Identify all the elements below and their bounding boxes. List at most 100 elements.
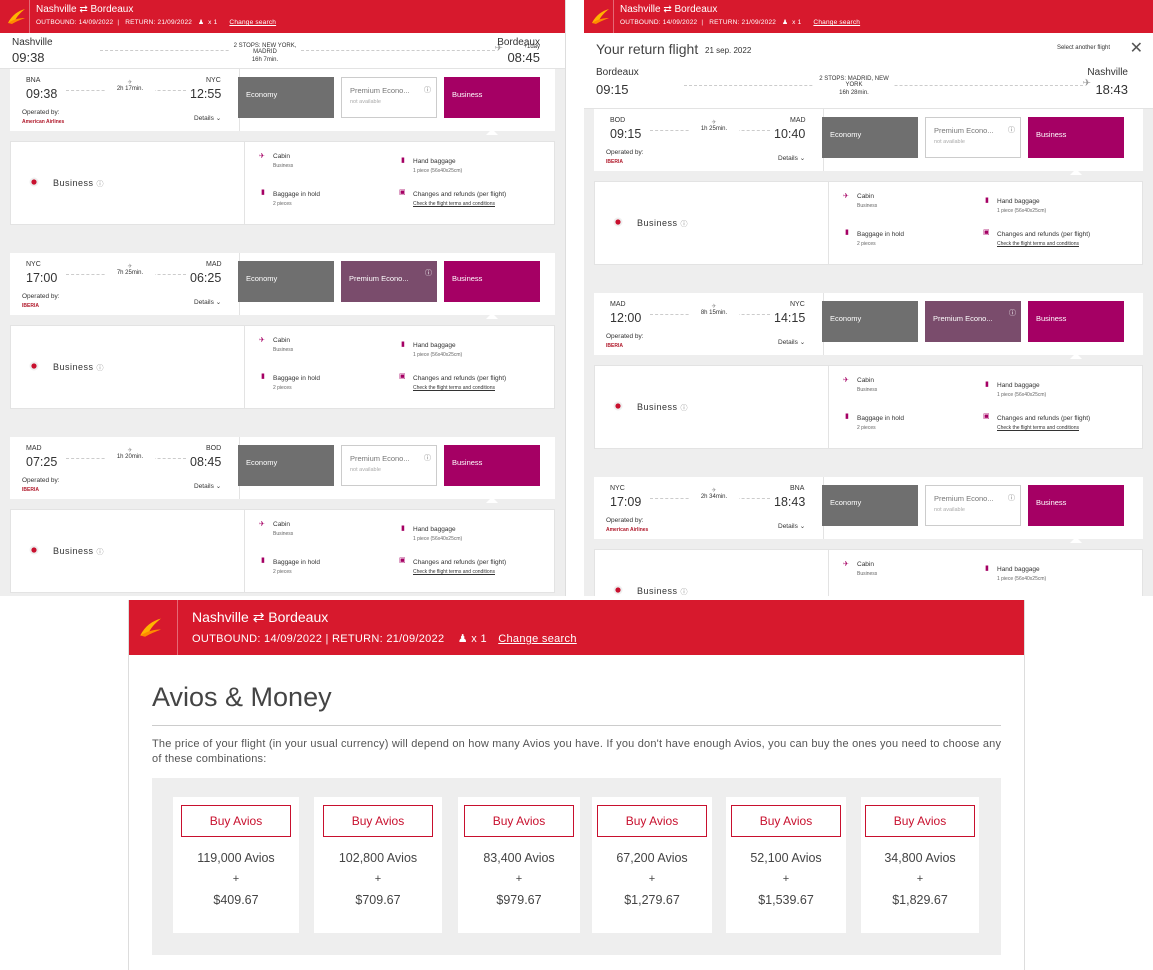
close-icon[interactable]: ✕ — [1129, 40, 1143, 57]
business-class-icon — [613, 401, 623, 411]
terms-link[interactable]: Check the flight terms and conditions — [997, 425, 1079, 431]
buy-avios-button[interactable]: Buy Avios — [323, 805, 433, 837]
hand-baggage-item: Hand baggage 1 piece (56x40x25cm) — [997, 382, 1047, 398]
return-date: 21 sep. 2022 — [705, 46, 752, 55]
top-header: Nashville ⇄ Bordeaux OUTBOUND: 14/09/202… — [584, 0, 1153, 33]
plane-icon: ✈ — [105, 447, 155, 454]
terms-link[interactable]: Check the flight terms and conditions — [413, 201, 495, 207]
trip-dates: OUTBOUND: 14/09/2022 | RETURN: 21/09/202… — [192, 633, 577, 645]
fare-economy-button[interactable]: Economy — [238, 77, 334, 118]
hand-baggage-item: Hand baggage 1 piece (56x40x25cm) — [997, 566, 1047, 582]
header-divider — [29, 0, 30, 33]
avios-amount: 52,100 Avios — [750, 851, 822, 865]
terms-link[interactable]: Check the flight terms and conditions — [413, 385, 495, 391]
departure-time: 09:38 — [12, 50, 45, 65]
buy-avios-button[interactable]: Buy Avios — [597, 805, 707, 837]
flight-segment: NYC 17:00 ✈ 7h 25min. MAD 06:25 Operated … — [0, 253, 565, 437]
business-class-icon — [29, 361, 39, 371]
fare-business-button[interactable]: Business — [1028, 485, 1124, 526]
buy-avios-button[interactable]: Buy Avios — [181, 805, 291, 837]
fare-economy-button[interactable]: Economy — [822, 301, 918, 342]
buy-avios-button[interactable]: Buy Avios — [731, 805, 841, 837]
plus-sign: + — [374, 873, 382, 885]
details-toggle[interactable]: Details ⌄ — [194, 115, 222, 122]
hand-baggage-item: Hand baggage 1 piece (56x40x25cm) — [413, 158, 463, 174]
plane-icon: ✈ — [105, 79, 155, 86]
fare-premium-button[interactable]: Premium Econo... ⓘ — [925, 301, 1021, 342]
fare-premium-button[interactable]: Premium Econo... ⓘ not available — [341, 77, 437, 118]
fare-business-button[interactable]: Business — [444, 261, 540, 302]
details-toggle[interactable]: Details ⌄ — [194, 299, 222, 306]
passenger-icon: ♟ — [457, 633, 468, 645]
fare-economy-button[interactable]: Economy — [822, 485, 918, 526]
avios-options: Buy Avios 119,000 Avios + $409.67 Buy Av… — [152, 778, 1001, 955]
segment-departure: 17:00 — [26, 271, 58, 285]
page-title: Avios & Money — [152, 682, 332, 712]
plus-sign: + — [648, 873, 656, 885]
avios-amount: 102,800 Avios — [338, 851, 418, 865]
select-another-flight-link[interactable]: Select another flight — [1056, 45, 1110, 51]
buy-avios-button[interactable]: Buy Avios — [464, 805, 574, 837]
cabin-icon: ✈ — [843, 561, 849, 568]
fare-economy-button[interactable]: Economy — [238, 445, 334, 486]
plus-sign: + — [232, 873, 240, 885]
fare-premium-button[interactable]: Premium Econo... ⓘ not available — [925, 485, 1021, 526]
avios-option-card: Buy Avios 67,200 Avios + $1,279.67 — [592, 797, 712, 933]
avios-amount: 119,000 Avios — [197, 851, 275, 865]
fare-premium-button[interactable]: Premium Econo... ⓘ — [341, 261, 437, 302]
money-amount: $1,539.67 — [758, 893, 814, 907]
change-search-link[interactable]: Change search — [813, 19, 861, 26]
fare-business-button[interactable]: Business — [444, 77, 540, 118]
fare-economy-button[interactable]: Economy — [238, 261, 334, 302]
route-title: Nashville ⇄ Bordeaux — [36, 4, 134, 15]
chevron-down-icon: ⌄ — [799, 155, 806, 162]
destination-code: MAD — [790, 117, 806, 124]
terms-link[interactable]: Check the flight terms and conditions — [413, 569, 495, 575]
details-toggle[interactable]: Details ⌄ — [778, 339, 806, 346]
plane-icon: ✈ — [689, 303, 739, 310]
origin-city: Nashville — [12, 37, 53, 48]
hold-baggage-icon: ▮ — [261, 373, 265, 380]
stops-info: 2 STOPS: NEW YORK, MADRID 16h 7min. — [230, 43, 300, 63]
buy-avios-button[interactable]: Buy Avios — [865, 805, 975, 837]
chevron-down-icon: ⌄ — [215, 115, 222, 122]
cabin-icon: ✈ — [843, 377, 849, 384]
fare-premium-button[interactable]: Premium Econo... ⓘ not available — [341, 445, 437, 486]
details-toggle[interactable]: Details ⌄ — [778, 155, 806, 162]
destination-code: NYC — [790, 301, 805, 308]
plane-icon: ✈ — [689, 119, 739, 126]
calendar-icon: ▣ — [983, 229, 990, 236]
fare-economy-button[interactable]: Economy — [822, 117, 918, 158]
operator-name: IBERIA — [606, 159, 623, 165]
operated-by-label: Operated by: — [22, 293, 60, 300]
operator-name: American Airlines — [22, 119, 65, 125]
fare-class-name: Business ⓘ — [53, 546, 105, 556]
fare-premium-button[interactable]: Premium Econo... ⓘ not available — [925, 117, 1021, 158]
operated-by-label: Operated by: — [606, 149, 644, 156]
operator-name: IBERIA — [606, 343, 623, 349]
fare-class-name: Business ⓘ — [637, 402, 689, 412]
changes-item: Changes and refunds (per flight) Check th… — [413, 191, 507, 207]
info-icon: ⓘ — [96, 365, 105, 372]
info-icon: ⓘ — [96, 181, 105, 188]
passenger-icon: ♟ — [782, 19, 789, 26]
change-search-link[interactable]: Change search — [498, 633, 577, 645]
avios-panel: Nashville ⇄ Bordeaux OUTBOUND: 14/09/202… — [128, 600, 1025, 970]
fare-business-button[interactable]: Business — [1028, 301, 1124, 342]
plane-icon: ✈ — [105, 263, 155, 270]
fare-business-button[interactable]: Business — [444, 445, 540, 486]
segment-arrival: 08:45 — [190, 455, 222, 469]
plane-icon: ✈ — [689, 487, 739, 494]
details-toggle[interactable]: Details ⌄ — [778, 523, 806, 530]
details-toggle[interactable]: Details ⌄ — [194, 483, 222, 490]
terms-link[interactable]: Check the flight terms and conditions — [997, 241, 1079, 247]
chevron-down-icon: ⌄ — [799, 523, 806, 530]
fare-business-button[interactable]: Business — [1028, 117, 1124, 158]
change-search-link[interactable]: Change search — [229, 19, 277, 26]
iberia-logo-icon — [8, 9, 25, 24]
cabin-item: Cabin Business — [857, 561, 878, 577]
destination-code: MAD — [206, 261, 222, 268]
segment-arrival: 12:55 — [190, 87, 222, 101]
plus-sign: + — [515, 873, 523, 885]
hold-baggage-item: Baggage in hold 2 pieces — [273, 191, 320, 207]
